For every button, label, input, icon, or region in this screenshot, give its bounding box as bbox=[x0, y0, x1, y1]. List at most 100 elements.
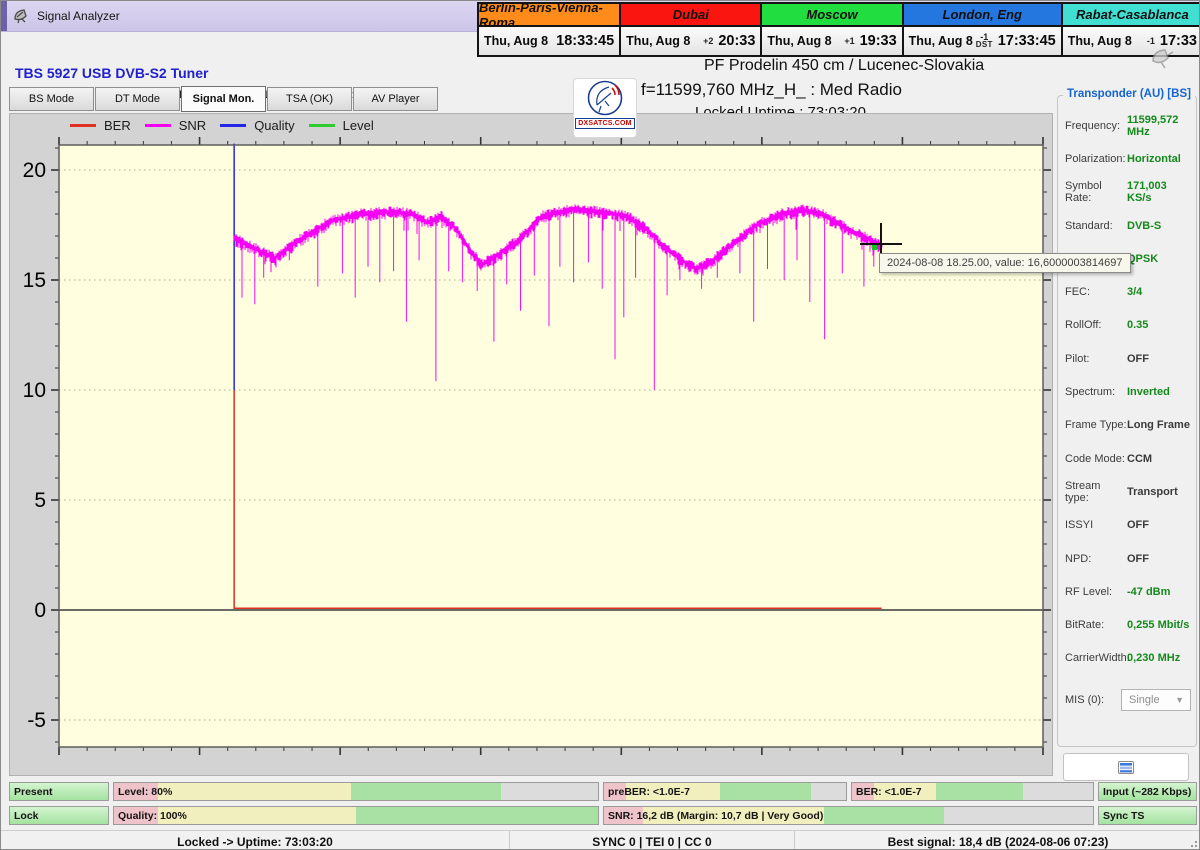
svg-text:0: 0 bbox=[34, 599, 46, 622]
status-sync-counters: SYNC 0 | TEI 0 | CC 0 bbox=[510, 831, 795, 849]
satellite-dish-icon bbox=[13, 8, 29, 29]
clock-city-label: Dubai bbox=[621, 4, 761, 27]
clock-date: Thu, Aug 8 bbox=[767, 34, 832, 48]
tab-signal-mon[interactable]: Signal Mon. bbox=[181, 86, 266, 112]
clock-offset: +2 bbox=[703, 36, 714, 46]
clock-time: 17:33 bbox=[1159, 33, 1197, 49]
transponder-rows: Frequency: 11599,572 MHz Polarization: Hor… bbox=[1065, 109, 1191, 675]
ber-line-swatch bbox=[70, 124, 96, 127]
mini-satellite-icon bbox=[1149, 47, 1175, 74]
clock-time: 17:33:45 bbox=[997, 33, 1056, 49]
mis-label: MIS (0): bbox=[1065, 694, 1105, 706]
status-locked-uptime: Locked -> Uptime: 73:03:20 bbox=[1, 831, 510, 849]
clock-rabat: Rabat-Casablanca Thu, Aug 8 -1 17:33 bbox=[1062, 4, 1199, 55]
clock-offset: -1 bbox=[980, 32, 989, 42]
quality-line-swatch bbox=[220, 124, 247, 127]
resize-grip[interactable] bbox=[1187, 837, 1197, 847]
transponder-row: Code Mode: CCM bbox=[1065, 452, 1153, 465]
dxsatcs-logo: DXSATCS.COM bbox=[573, 78, 637, 138]
transponder-row: ISSYI OFF bbox=[1065, 519, 1149, 532]
clock-date: Thu, Aug 8 bbox=[484, 34, 549, 48]
clock-city-label: Berlin-Paris-Vienna-Roma bbox=[479, 1, 620, 30]
svg-text:15: 15 bbox=[23, 269, 46, 292]
transponder-row: FEC: 3/4 bbox=[1065, 286, 1143, 299]
legend-item-level: Level bbox=[308, 118, 374, 133]
chart-legend: BER SNR Quality Level bbox=[70, 118, 374, 133]
transponder-row: NPD: OFF bbox=[1065, 552, 1149, 565]
mis-dropdown[interactable]: Single ▼ bbox=[1121, 689, 1191, 711]
chevron-down-icon: ▼ bbox=[1175, 695, 1184, 705]
clock-date: Thu, Aug 8 bbox=[908, 34, 973, 48]
transponder-row: RollOff: 0.35 bbox=[1065, 319, 1149, 332]
lock-indicator: Lock bbox=[9, 806, 109, 825]
clock-offset: -1 bbox=[1146, 36, 1155, 46]
clock-time: 19:33 bbox=[859, 33, 897, 49]
transponder-row: Spectrum: Inverted bbox=[1065, 386, 1170, 399]
frequency-service-text: f=11599,760 MHz_H_ : Med Radio bbox=[641, 80, 902, 99]
snr-line-swatch bbox=[144, 124, 171, 127]
crosshair-vertical bbox=[879, 222, 882, 265]
clock-city-label: Moscow bbox=[762, 4, 902, 27]
clock-moscow: Moscow Thu, Aug 8 +1 19:33 bbox=[762, 4, 902, 55]
clock-city-label: Rabat-Casablanca bbox=[1062, 4, 1199, 27]
dxsatcs-logo-text: DXSATCS.COM bbox=[575, 118, 635, 129]
clock-offset: +1 bbox=[844, 36, 855, 46]
tab-av-player[interactable]: AV Player bbox=[353, 87, 438, 111]
level-bar: Level: 80% bbox=[113, 782, 599, 801]
transponder-row: Frequency: 11599,572 MHz bbox=[1065, 113, 1179, 138]
status-best-signal: Best signal: 18,4 dB (2024-08-06 07:23) bbox=[887, 834, 1109, 849]
transponder-panel-title: Transponder (AU) [BS] bbox=[1063, 88, 1195, 100]
mis-row: MIS (0): Single ▼ bbox=[1065, 689, 1191, 711]
tab-dt-mode[interactable]: DT Mode bbox=[95, 87, 180, 111]
quality-bar: Quality: 100% bbox=[113, 806, 599, 825]
svg-text:20: 20 bbox=[23, 159, 46, 182]
crosshair-marker bbox=[871, 244, 877, 250]
chart-canvas[interactable]: 20 15 10 5 0 -5 bbox=[10, 114, 1052, 775]
svg-text:5: 5 bbox=[34, 489, 46, 512]
clock-city-label: London, Eng bbox=[903, 4, 1061, 27]
antenna-location-text: PF Prodelin 450 cm / Lucenec-Slovakia bbox=[704, 57, 985, 74]
list-icon bbox=[1118, 760, 1134, 774]
world-clocks: Berlin-Paris-Vienna-Roma Thu, Aug 8 18:3… bbox=[477, 1, 1199, 57]
legend-item-quality: Quality bbox=[220, 118, 295, 133]
clock-london: London, Eng Thu, Aug 8 -1 DST 17:33:45 bbox=[903, 4, 1061, 55]
clock-time: 20:33 bbox=[718, 33, 756, 49]
transponder-row: Frame Type: Long Frame bbox=[1065, 419, 1190, 432]
ber-bar: BER: <1.0E-7 bbox=[851, 782, 1094, 801]
chart-tooltip: 2024-08-08 18.25.00, value: 16,600000381… bbox=[879, 253, 1131, 273]
transponder-row: CarrierWidth: 0,230 MHz bbox=[1065, 652, 1181, 665]
clock-date: Thu, Aug 8 bbox=[626, 34, 691, 48]
window-title: Signal Analyzer bbox=[37, 9, 120, 23]
tuner-name: TBS 5927 USB DVB-S2 Tuner bbox=[15, 65, 209, 81]
clock-offset-note: DST bbox=[975, 40, 993, 49]
svg-text:-5: -5 bbox=[27, 709, 46, 732]
transponder-row: Symbol Rate: 171,003 KS/s bbox=[1065, 180, 1167, 205]
stream-list-button[interactable] bbox=[1063, 753, 1189, 781]
status-bar: Locked -> Uptime: 73:03:20 SYNC 0 | TEI … bbox=[1, 830, 1199, 849]
tab-tsa[interactable]: TSA (OK) bbox=[267, 87, 352, 111]
clock-time: 18:33:45 bbox=[556, 33, 615, 49]
clock-dubai: Dubai Thu, Aug 8 +2 20:33 bbox=[621, 4, 761, 55]
present-indicator: Present bbox=[9, 782, 109, 801]
preber-bar: preBER: <1.0E-7 bbox=[603, 782, 847, 801]
clock-berlin: Berlin-Paris-Vienna-Roma Thu, Aug 8 18:3… bbox=[479, 1, 620, 55]
input-indicator: Input (~282 Kbps) bbox=[1098, 782, 1197, 801]
window-edge-accent bbox=[1, 1, 7, 31]
legend-item-ber: BER bbox=[70, 118, 131, 133]
transponder-row: BitRate: 0,255 Mbit/s bbox=[1065, 619, 1190, 632]
tab-bs-mode[interactable]: BS Mode bbox=[9, 87, 94, 111]
transponder-row: RF Level: -47 dBm bbox=[1065, 585, 1171, 598]
svg-text:10: 10 bbox=[23, 379, 46, 402]
transponder-row: Standard: DVB-S bbox=[1065, 219, 1162, 232]
transponder-row: Polarization: Horizontal bbox=[1065, 152, 1181, 165]
transponder-row: Stream type: Transport bbox=[1065, 479, 1178, 504]
signal-chart[interactable]: 20 15 10 5 0 -5 BER SNR Quality Level bbox=[9, 113, 1053, 776]
clock-date: Thu, Aug 8 bbox=[1067, 34, 1132, 48]
dxsatcs-logo-icon bbox=[587, 80, 623, 116]
level-line-swatch bbox=[308, 124, 335, 127]
transponder-row: Pilot: OFF bbox=[1065, 352, 1149, 365]
snr-bar: SNR: 16,2 dB (Margin: 10,7 dB | Very Goo… bbox=[603, 806, 1094, 825]
legend-item-snr: SNR bbox=[144, 118, 206, 133]
sync-ts-indicator: Sync TS bbox=[1098, 806, 1197, 825]
